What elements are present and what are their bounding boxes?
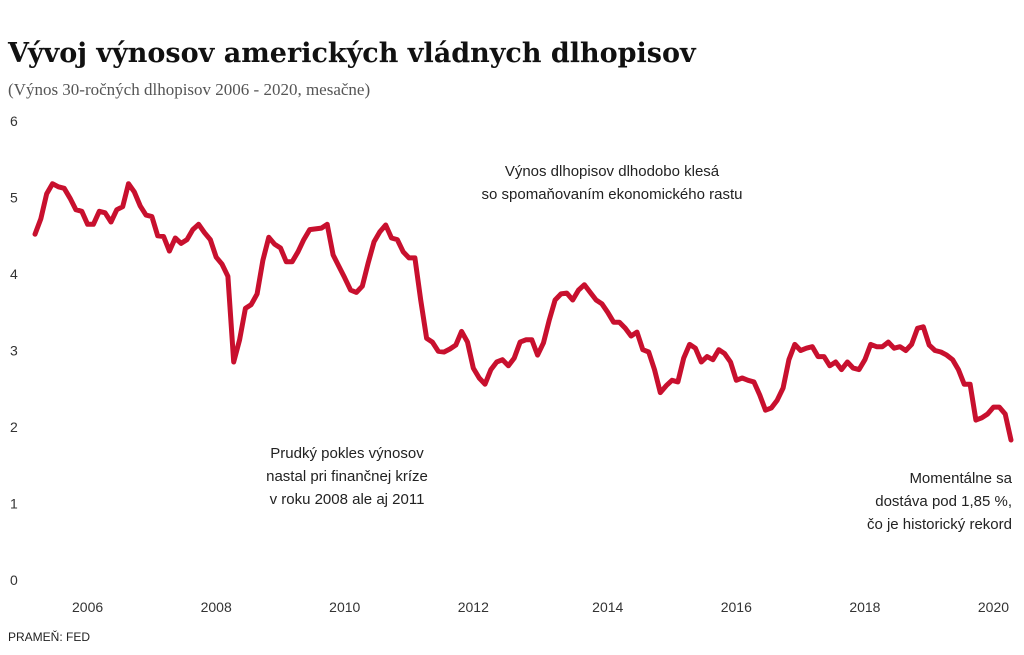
annotation: Výnos dlhopisov dlhodobo klesá — [505, 163, 720, 180]
x-tick-label: 2014 — [592, 599, 623, 615]
x-tick-label: 2006 — [72, 599, 103, 615]
annotation: čo je historický rekord — [867, 516, 1012, 533]
x-tick-label: 2008 — [201, 599, 232, 615]
annotation: nastal pri finančnej kríze — [266, 468, 428, 485]
annotation: v roku 2008 ale aj 2011 — [270, 491, 425, 508]
y-tick-label: 4 — [10, 266, 18, 282]
annotation: so spomaňovaním ekonomického rastu — [482, 186, 743, 203]
y-tick-label: 3 — [10, 343, 18, 359]
x-tick-label: 2010 — [329, 599, 360, 615]
source: PRAMEŇ: FED — [8, 629, 90, 644]
annotation: dostáva pod 1,85 %, — [875, 493, 1012, 510]
x-tick-label: 2020 — [978, 599, 1009, 615]
annotation: Momentálne sa — [909, 470, 1012, 487]
y-tick-label: 6 — [10, 113, 18, 129]
x-tick-label: 2016 — [721, 599, 752, 615]
chart-subtitle: (Výnos 30-ročných dlhopisov 2006 - 2020,… — [8, 80, 370, 99]
x-tick-label: 2018 — [849, 599, 880, 615]
y-tick-label: 1 — [10, 496, 18, 512]
data-line — [32, 181, 1014, 443]
y-tick-label: 5 — [10, 190, 18, 206]
chart-title: Vývoj výnosov amerických vládnych dlhopi… — [7, 38, 697, 69]
x-tick-label: 2012 — [458, 599, 489, 615]
y-tick-label: 2 — [10, 419, 18, 435]
y-tick-label: 0 — [10, 572, 18, 588]
annotation: Prudký pokles výnosov — [270, 445, 424, 462]
